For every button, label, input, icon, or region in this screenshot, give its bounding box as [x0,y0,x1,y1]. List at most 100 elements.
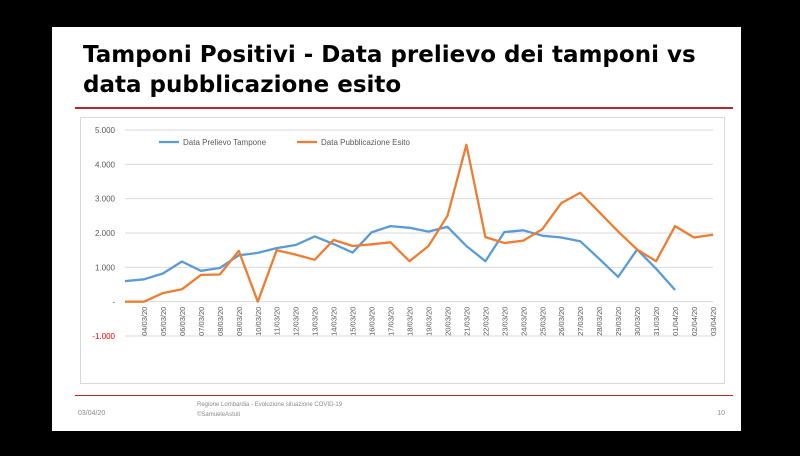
data-point-series-2 [579,192,581,194]
data-point-series-1 [617,276,619,278]
data-point-series-2 [446,215,448,217]
data-point-series-2 [712,234,714,236]
y-tick-label: -1.000 [92,332,115,341]
series-line-1 [124,224,676,291]
data-point-series-2 [390,241,392,243]
data-point-series-1 [333,243,335,245]
data-point-series-2 [427,245,429,247]
x-tick-label: 15/03/20 [349,307,358,336]
x-tick-label: 03/04/20 [709,307,718,336]
data-point-series-2 [617,231,619,233]
data-point-series-2 [333,239,335,241]
footer-divider [75,395,733,396]
footer-source: Regione Lombardia - Evoluzione situazion… [197,402,343,408]
data-point-series-2 [257,301,259,303]
data-point-series-2 [219,274,221,276]
chart-area: 5.000 4.000 3.000 2.000 1.000 - -1.000 04/03/20… [80,117,725,384]
data-point-series-2 [276,249,278,251]
data-point-series-2 [238,250,240,252]
x-tick-label: 31/03/20 [652,307,661,336]
y-tick-label: 4.000 [95,160,116,169]
data-point-series-1 [314,235,316,237]
data-point-series-2 [655,260,657,262]
x-tick-label: 23/03/20 [500,307,509,336]
data-point-series-2 [409,260,411,262]
data-point-series-2 [598,211,600,213]
x-tick-label: 25/03/20 [538,307,547,336]
data-point-series-1 [655,268,657,270]
y-tick-label: 3.000 [95,195,116,204]
data-point-series-1 [465,245,467,247]
x-tick-label: 28/03/20 [595,307,604,336]
x-tick-label: 06/03/20 [178,307,187,336]
data-point-series-1 [200,270,202,272]
data-point-series-1 [352,252,354,254]
data-point-series-1 [598,258,600,260]
data-point-series-1 [371,231,373,233]
data-point-series-2 [295,254,297,256]
data-point-series-1 [219,267,221,269]
legend-label-2: Data Pubblicazione Esito [321,138,410,147]
data-point-series-1 [541,235,543,237]
x-tick-label: 10/03/20 [254,307,263,336]
data-point-series-1 [579,240,581,242]
data-point-series-2 [124,301,126,303]
data-point-series-2 [560,202,562,204]
line-chart: 5.000 4.000 3.000 2.000 1.000 - -1.000 04/03/20… [92,126,718,341]
y-tick-label: 2.000 [95,229,116,238]
data-point-series-1 [143,278,145,280]
data-point-series-2 [314,259,316,261]
series-line-2 [125,143,714,303]
x-tick-label: 13/03/20 [311,307,320,336]
x-tick-label: 04/03/20 [140,307,149,336]
page-number: 10 [717,410,725,417]
data-point-series-2 [484,236,486,238]
x-tick-label: 08/03/20 [216,307,225,336]
x-tick-label: 29/03/20 [614,307,623,336]
data-point-series-1 [560,236,562,238]
x-tick-label: 14/03/20 [330,307,339,336]
slide: Tamponi Positivi - Data prelievo dei tam… [52,27,741,431]
y-tick-label: 5.000 [95,126,116,135]
data-point-series-1 [503,231,505,233]
footer-credit: ©SamueleAstuti [197,412,241,418]
data-point-series-1 [390,225,392,227]
data-point-series-2 [503,242,505,244]
data-point-series-1 [181,260,183,262]
data-point-series-2 [522,240,524,242]
x-tick-label: 07/03/20 [197,307,206,336]
x-tick-label: 11/03/20 [273,307,282,336]
data-point-series-2 [162,292,164,294]
y-tick-label: - [112,298,115,307]
data-point-series-1 [484,260,486,262]
x-tick-label: 01/04/20 [671,307,680,336]
x-tick-label: 19/03/20 [424,307,433,336]
data-point-series-1 [162,273,164,275]
data-point-series-2 [693,236,695,238]
data-point-series-2 [636,248,638,250]
data-point-series-2 [200,274,202,276]
x-tick-label: 18/03/20 [406,307,415,336]
x-tick-label: 22/03/20 [481,307,490,336]
x-tick-label: 09/03/20 [235,307,244,336]
x-tick-label: 24/03/20 [519,307,528,336]
x-tick-label: 17/03/20 [387,307,396,336]
data-point-series-1 [446,226,448,228]
data-point-series-2 [465,144,467,146]
data-point-series-2 [181,288,183,290]
x-tick-label: 30/03/20 [633,307,642,336]
data-point-series-1 [276,247,278,249]
x-tick-label: 27/03/20 [576,307,585,336]
slide-title: Tamponi Positivi - Data prelievo dei tam… [83,42,696,98]
title-divider [75,107,733,109]
data-point-series-1 [674,289,676,291]
data-point-series-1 [409,227,411,229]
data-point-series-1 [124,280,126,282]
data-point-series-1 [427,231,429,233]
data-point-series-2 [541,228,543,230]
data-point-series-1 [295,244,297,246]
x-tick-label: 16/03/20 [368,307,377,336]
data-point-series-1 [522,229,524,231]
data-point-series-2 [371,243,373,245]
legend-label-1: Data Prelievo Tampone [183,138,267,147]
